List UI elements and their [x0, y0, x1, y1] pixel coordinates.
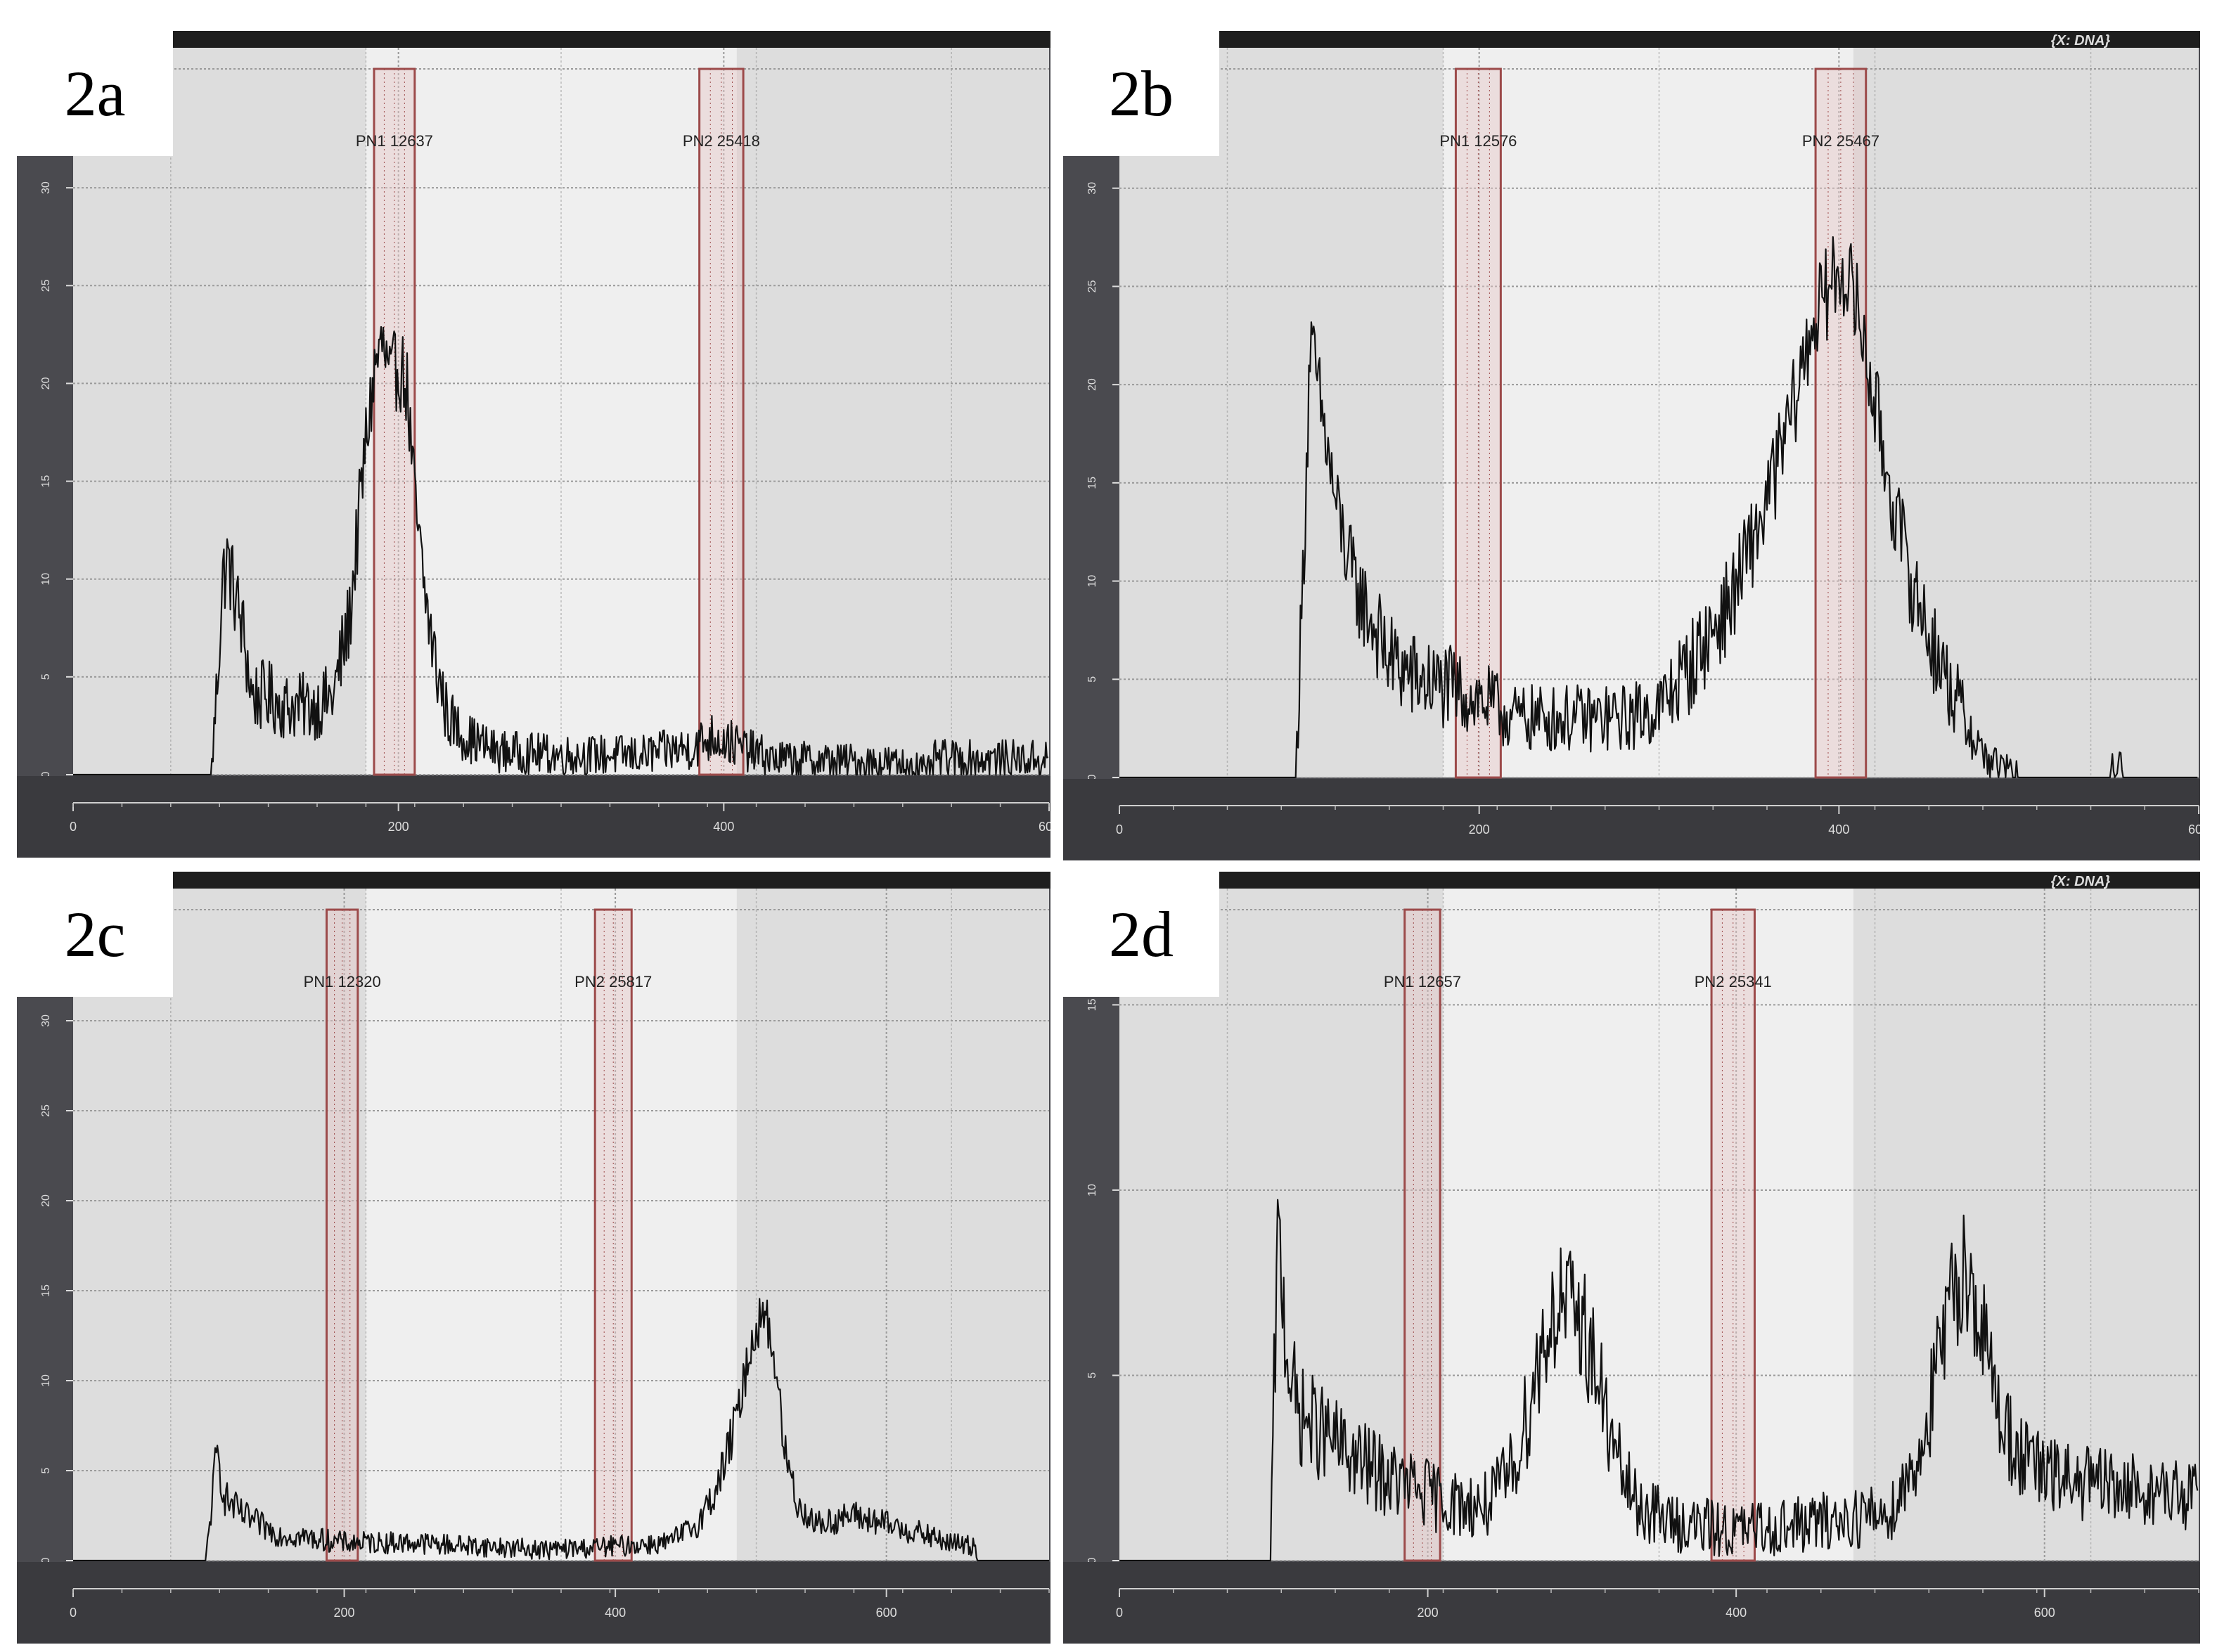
y-tick-label: 10 — [1086, 1184, 1098, 1196]
gate-2-label: PN2 25418 — [683, 132, 760, 150]
gate-1 — [1403, 908, 1441, 1562]
y-tick-label: 20 — [1086, 378, 1098, 391]
gate-2-label: PN2 25467 — [1802, 132, 1879, 150]
y-tick-label: 15 — [40, 1284, 52, 1297]
x-axis-strip — [17, 1562, 1050, 1644]
header-bar — [1063, 872, 2200, 889]
series-trace — [73, 325, 1049, 776]
header-text: {X: DNA} — [2051, 33, 2111, 49]
y-tick-label: 25 — [40, 1104, 52, 1117]
x-tick-label: 400 — [1726, 1606, 1747, 1620]
x-tick-label: 200 — [334, 1606, 355, 1620]
y-tick-label: 0 — [40, 771, 52, 777]
x-tick-label: 600 — [2188, 822, 2200, 837]
x-axis-strip — [1063, 1562, 2200, 1644]
x-tick-label: 0 — [1116, 822, 1123, 837]
series-trace — [73, 1298, 1049, 1562]
y-tick-label: 5 — [40, 673, 52, 680]
gate-1-label: PN1 12657 — [1384, 973, 1461, 990]
panel-2c-chart: PN1 12320 PN2 25817 0 5 10 15 20 25 30 0 200 400 600 — [17, 872, 1050, 1644]
series-trace — [1119, 236, 2198, 779]
gate-1-label: PN1 12637 — [356, 132, 433, 150]
y-tick-label: 10 — [1086, 575, 1098, 588]
x-tick-label: 400 — [605, 1606, 626, 1620]
x-tick-label: 0 — [70, 1606, 77, 1620]
y-tick-label: 0 — [40, 1557, 52, 1563]
y-tick-label: 20 — [40, 1194, 52, 1207]
y-tick-label: 30 — [40, 1014, 52, 1027]
header-bar — [17, 872, 1050, 889]
y-tick-label: 10 — [40, 573, 52, 586]
y-tick-label: 25 — [40, 279, 52, 292]
series-trace — [1119, 1199, 2199, 1562]
y-tick-label: 30 — [40, 181, 52, 194]
panel-2c-label: 2c — [17, 872, 173, 997]
panel-2d-chart: {X: DNA} PN1 12657 PN2 25341 0 5 10 15 0 200 400 6… — [1063, 872, 2200, 1644]
header-bar — [1063, 31, 2200, 48]
y-tick-label: 25 — [1086, 280, 1098, 292]
panel-2d: {X: DNA} PN1 12657 PN2 25341 0 5 10 15 0 200 400 6… — [1063, 872, 2200, 1644]
y-tick-label: 15 — [1086, 998, 1098, 1011]
gate-2-label: PN2 25341 — [1695, 973, 1772, 990]
x-tick-label: 0 — [1116, 1606, 1123, 1620]
x-axis-strip — [1063, 779, 2200, 860]
plot-band — [366, 889, 737, 1561]
plot-band — [1443, 889, 1853, 1561]
x-tick-label: 400 — [1828, 822, 1849, 837]
panel-2b: {X: DNA} PN1 12576 PN2 25467 0 5 10 15 20 25 30 0 2… — [1063, 31, 2200, 860]
y-tick-label: 10 — [40, 1374, 52, 1387]
y-tick-label: 5 — [40, 1467, 52, 1473]
gate-2-label: PN2 25817 — [574, 973, 652, 990]
y-tick-label: 0 — [1086, 1557, 1098, 1563]
x-axis-strip — [17, 776, 1050, 858]
y-tick-label: 5 — [1086, 676, 1098, 683]
y-tick-label: 0 — [1086, 774, 1098, 780]
panel-2a: PN1 12637 PN2 25418 0 5 10 15 20 25 30 0 200 400 600… — [17, 31, 1050, 858]
y-tick-label: 5 — [1086, 1372, 1098, 1379]
y-tick-label: 15 — [40, 475, 52, 488]
panel-2a-chart: PN1 12637 PN2 25418 0 5 10 15 20 25 30 0 200 400 600 — [17, 31, 1050, 858]
x-tick-label: 0 — [70, 820, 77, 834]
plot-band — [366, 48, 737, 775]
y-tick-label: 20 — [40, 377, 52, 389]
plot-band — [1443, 48, 1853, 777]
x-tick-label: 600 — [1039, 820, 1050, 834]
y-tick-label: 30 — [1086, 182, 1098, 195]
x-tick-label: 200 — [1418, 1606, 1439, 1620]
header-bar — [17, 31, 1050, 48]
x-tick-label: 400 — [713, 820, 734, 834]
panel-2a-label: 2a — [17, 31, 173, 156]
y-tick-label: 15 — [1086, 477, 1098, 489]
x-tick-label: 600 — [876, 1606, 897, 1620]
x-tick-label: 200 — [388, 820, 409, 834]
x-tick-label: 600 — [2034, 1606, 2055, 1620]
panel-2c: PN1 12320 PN2 25817 0 5 10 15 20 25 30 0 200 400 600… — [17, 872, 1050, 1644]
panel-2d-label: 2d — [1063, 872, 1219, 997]
gate-1-label: PN1 12576 — [1439, 132, 1517, 150]
panel-2b-chart: {X: DNA} PN1 12576 PN2 25467 0 5 10 15 20 25 30 0 2… — [1063, 31, 2200, 860]
x-tick-label: 200 — [1469, 822, 1490, 837]
gate-1-label: PN1 12320 — [304, 973, 381, 990]
header-text: {X: DNA} — [2051, 874, 2111, 889]
panel-2b-label: 2b — [1063, 31, 1219, 156]
